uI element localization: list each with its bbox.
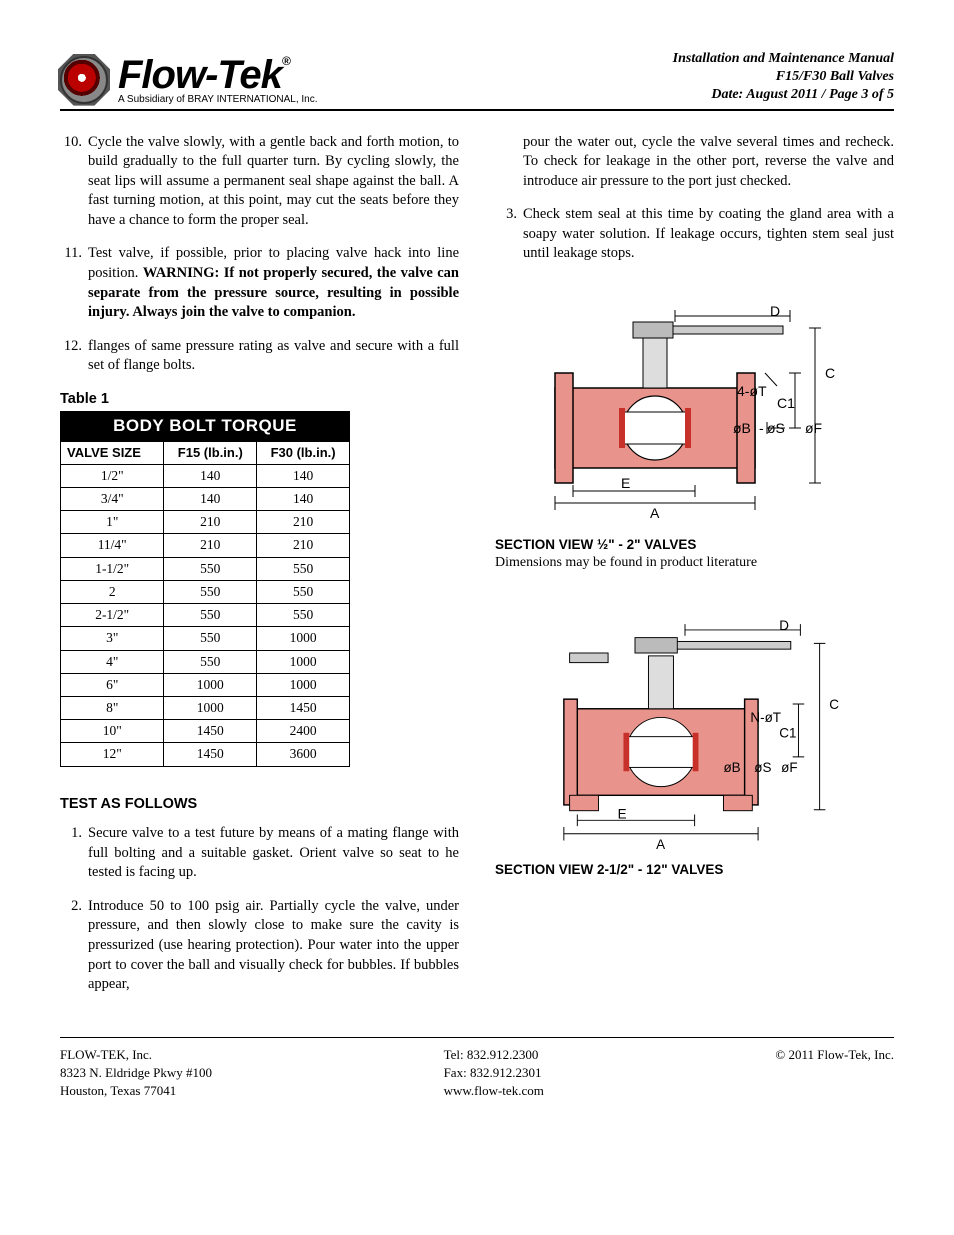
- diagram1-caption: SECTION VIEW ½" - 2" VALVES: [495, 536, 894, 554]
- list-item: 2.Introduce 50 to 100 psig air. Partiall…: [60, 897, 459, 995]
- table-title: BODY BOLT TORQUE: [61, 412, 350, 442]
- svg-text:-: -: [759, 420, 764, 436]
- table-row: 2-1/2"550550: [61, 604, 350, 627]
- list-item: 10.Cycle the valve slowly, with a gentle…: [60, 133, 459, 231]
- svg-text:N-øT: N-øT: [750, 710, 781, 725]
- table-row: 12"14503600: [61, 743, 350, 766]
- footer-address: FLOW-TEK, Inc.8323 N. Eldridge Pkwy #100…: [60, 1046, 212, 1101]
- table-row: 1-1/2"550550: [61, 557, 350, 580]
- table-row: 3"5501000: [61, 627, 350, 650]
- logo-name: Flow-Tek®: [118, 55, 318, 95]
- svg-text:A: A: [650, 505, 660, 521]
- svg-text:øS: øS: [754, 760, 771, 775]
- svg-text:øF: øF: [805, 420, 822, 436]
- page-footer: FLOW-TEK, Inc.8323 N. Eldridge Pkwy #100…: [60, 1037, 894, 1101]
- header-line3: Date: August 2011 / Page 3 of 5: [673, 86, 894, 104]
- table-row: 6"10001000: [61, 673, 350, 696]
- diagram1-sub: Dimensions may be found in product liter…: [495, 554, 894, 573]
- svg-text:C1: C1: [779, 726, 796, 741]
- svg-text:E: E: [621, 475, 630, 491]
- list-item: pour the water out, cycle the valve seve…: [495, 133, 894, 192]
- table-row: 1"210210: [61, 511, 350, 534]
- svg-text:C1: C1: [777, 395, 795, 411]
- header-line1: Installation and Maintenance Manual: [673, 50, 894, 68]
- table-row: 8"10001450: [61, 696, 350, 719]
- table-row: 4"5501000: [61, 650, 350, 673]
- table-row: 10"14502400: [61, 720, 350, 743]
- svg-text:øB: øB: [723, 760, 740, 775]
- svg-text:E: E: [618, 806, 627, 821]
- logo: Flow-Tek® A Subsidiary of BRAY INTERNATI…: [60, 55, 318, 105]
- svg-text:D: D: [779, 618, 789, 633]
- page-header: Flow-Tek® A Subsidiary of BRAY INTERNATI…: [60, 50, 894, 111]
- table-header: F15 (lb.in.): [164, 442, 257, 465]
- section-view-large: A E D C C1 N-øT øB øS øF: [515, 603, 855, 853]
- table-row: 11/4"210210: [61, 534, 350, 557]
- svg-text:A: A: [656, 837, 665, 852]
- svg-text:øS: øS: [767, 420, 785, 436]
- table-row: 2550550: [61, 580, 350, 603]
- section-view-small: A E D C C1 4-øT øB - øS øF: [515, 278, 855, 528]
- svg-text:4-øT: 4-øT: [737, 383, 767, 399]
- table-row: 3/4"140140: [61, 488, 350, 511]
- svg-text:øF: øF: [781, 760, 797, 775]
- list-item: 12.flanges of same pressure rating as va…: [60, 337, 459, 376]
- test-header: TEST AS FOLLOWS: [60, 795, 459, 815]
- list-item: 3.Check stem seal at this time by coatin…: [495, 205, 894, 264]
- table-header: VALVE SIZE: [61, 442, 164, 465]
- svg-text:C: C: [825, 365, 835, 381]
- diagram2-caption: SECTION VIEW 2-1/2" - 12" VALVES: [495, 861, 894, 879]
- table-header: F30 (lb.in.): [257, 442, 350, 465]
- table-row: 1/2"140140: [61, 464, 350, 487]
- svg-text:D: D: [770, 303, 780, 319]
- header-meta: Installation and Maintenance Manual F15/…: [673, 50, 894, 105]
- table-label: Table 1: [60, 390, 459, 410]
- header-line2: F15/F30 Ball Valves: [673, 68, 894, 86]
- logo-icon: [60, 56, 108, 104]
- footer-contact: Tel: 832.912.2300Fax: 832.912.2301www.fl…: [444, 1046, 544, 1101]
- right-column: pour the water out, cycle the valve seve…: [495, 133, 894, 1009]
- list-item: 11.Test valve, if possible, prior to pla…: [60, 244, 459, 322]
- list-item: 1.Secure valve to a test future by means…: [60, 824, 459, 883]
- svg-text:C: C: [829, 697, 839, 712]
- footer-copyright: © 2011 Flow-Tek, Inc.: [775, 1046, 894, 1101]
- svg-text:øB: øB: [733, 420, 751, 436]
- logo-subtitle: A Subsidiary of BRAY INTERNATIONAL, Inc.: [118, 95, 318, 105]
- body-columns: 10.Cycle the valve slowly, with a gentle…: [60, 133, 894, 1009]
- left-column: 10.Cycle the valve slowly, with a gentle…: [60, 133, 459, 1009]
- torque-table: BODY BOLT TORQUE VALVE SIZEF15 (lb.in.)F…: [60, 411, 350, 766]
